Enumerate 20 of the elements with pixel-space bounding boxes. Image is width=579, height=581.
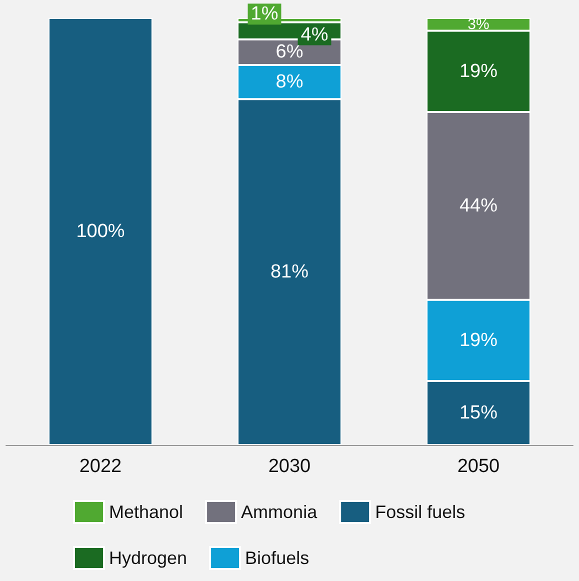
data-label: 19% <box>459 330 498 351</box>
data-label: 15% <box>459 402 498 424</box>
data-label: 1% <box>250 4 278 25</box>
x-tick-label: 2050 <box>457 456 500 477</box>
data-label: 19% <box>459 60 498 82</box>
legend-label: Ammonia <box>241 502 318 522</box>
legend-label: Methanol <box>109 502 184 522</box>
data-label: 81% <box>270 262 309 283</box>
bar <box>48 18 152 445</box>
data-label: 8% <box>276 72 304 93</box>
data-label: 3% <box>468 16 490 33</box>
x-tick-label: 2022 <box>79 456 122 477</box>
data-label: 6% <box>276 42 304 63</box>
legend-label: Biofuels <box>245 548 310 568</box>
legend-label: Fossil fuels <box>375 502 466 522</box>
data-label: 4% <box>300 24 328 46</box>
x-tick-label: 2030 <box>268 456 311 477</box>
data-label: 44% <box>459 195 498 216</box>
data-label: 100% <box>76 221 125 242</box>
legend-label: Hydrogen <box>109 548 188 568</box>
